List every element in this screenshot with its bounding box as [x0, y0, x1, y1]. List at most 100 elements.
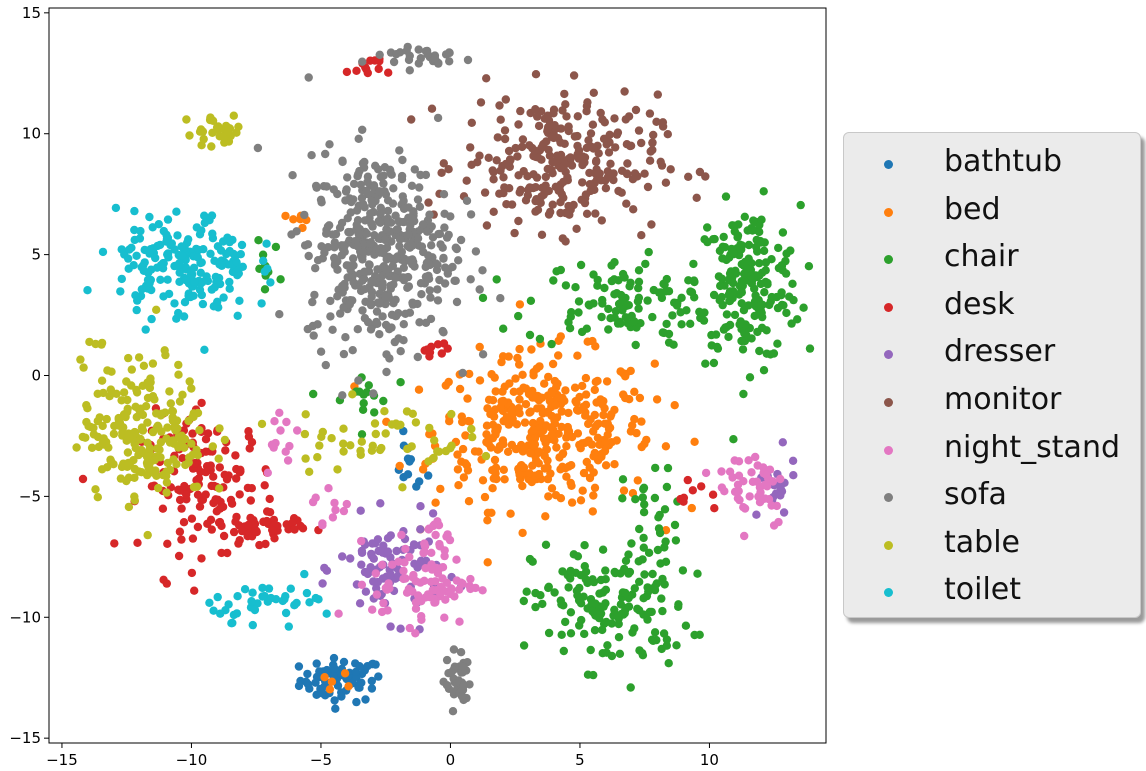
data-point — [428, 509, 438, 518]
data-point — [458, 682, 468, 691]
legend-label: dresser — [944, 334, 1056, 370]
data-point — [458, 368, 467, 378]
data-point — [448, 707, 458, 716]
data-point — [662, 274, 671, 284]
data-point — [701, 468, 711, 478]
data-point — [621, 372, 630, 381]
data-point — [559, 193, 568, 202]
data-point — [276, 426, 285, 435]
data-point — [93, 416, 103, 426]
data-point — [163, 423, 172, 432]
data-point — [439, 254, 448, 263]
data-point — [143, 530, 152, 540]
data-point — [457, 692, 467, 701]
data-point — [630, 584, 639, 593]
data-point — [630, 624, 639, 633]
data-point — [181, 276, 191, 285]
data-point — [375, 57, 384, 66]
data-point — [211, 495, 220, 504]
data-point — [394, 334, 403, 343]
data-point — [331, 704, 340, 713]
data-point — [403, 444, 412, 454]
data-point — [647, 220, 656, 229]
data-point — [379, 171, 388, 180]
data-point — [224, 600, 233, 609]
data-point — [389, 57, 399, 67]
data-point — [211, 272, 220, 282]
data-point — [346, 554, 355, 563]
legend-entry-desk: desk — [844, 282, 1140, 330]
data-point — [556, 465, 565, 474]
data-point — [438, 326, 447, 336]
data-point — [645, 156, 655, 165]
data-point — [499, 188, 508, 198]
data-point — [589, 491, 598, 500]
data-point — [597, 452, 606, 461]
data-point — [423, 345, 432, 354]
data-point — [344, 227, 353, 237]
data-point — [411, 604, 421, 613]
data-point — [177, 504, 186, 513]
data-point — [389, 280, 398, 289]
data-point — [411, 598, 421, 607]
data-point — [591, 377, 600, 387]
data-point — [328, 230, 337, 239]
data-point — [404, 282, 414, 291]
data-point — [444, 377, 453, 387]
data-point — [556, 208, 565, 218]
data-point — [452, 297, 462, 307]
data-point — [581, 390, 591, 399]
data-point — [441, 446, 451, 456]
data-point — [454, 256, 463, 265]
data-point — [551, 401, 560, 410]
data-point — [139, 361, 149, 370]
data-point — [443, 269, 452, 278]
data-point — [466, 584, 475, 594]
data-point — [645, 607, 654, 617]
data-point — [762, 349, 771, 358]
x-tick-label: 0 — [446, 751, 456, 769]
data-point — [744, 240, 754, 250]
data-point — [637, 231, 646, 240]
data-point — [363, 317, 373, 327]
data-point — [493, 133, 502, 142]
data-point — [311, 181, 321, 191]
data-point — [102, 414, 111, 424]
data-point — [495, 101, 504, 110]
data-point — [624, 602, 634, 611]
data-point — [170, 299, 179, 308]
data-point — [163, 275, 172, 284]
data-point — [500, 475, 509, 484]
data-point — [369, 554, 378, 563]
data-point — [372, 317, 381, 327]
data-point — [305, 598, 314, 607]
data-point — [607, 410, 616, 419]
data-point — [449, 645, 459, 654]
data-point — [619, 486, 629, 495]
data-point — [374, 672, 383, 681]
data-point — [461, 431, 470, 440]
data-point — [209, 472, 218, 481]
data-point — [745, 373, 755, 382]
data-point — [414, 385, 424, 394]
data-point — [805, 344, 815, 353]
data-point — [339, 657, 349, 667]
data-point — [578, 486, 587, 495]
data-point — [591, 209, 600, 218]
data-point — [72, 443, 81, 452]
data-point — [425, 430, 434, 439]
data-point — [338, 552, 347, 561]
data-point — [631, 340, 640, 350]
legend-marker — [884, 398, 893, 407]
data-point — [175, 397, 185, 406]
data-point — [82, 401, 91, 410]
data-point — [155, 240, 165, 250]
data-point — [303, 669, 312, 679]
data-point — [349, 261, 358, 270]
data-point — [740, 212, 749, 221]
data-point — [538, 183, 547, 192]
data-point — [348, 390, 357, 399]
data-point — [281, 592, 290, 601]
data-point — [661, 442, 671, 451]
data-point — [467, 424, 476, 434]
